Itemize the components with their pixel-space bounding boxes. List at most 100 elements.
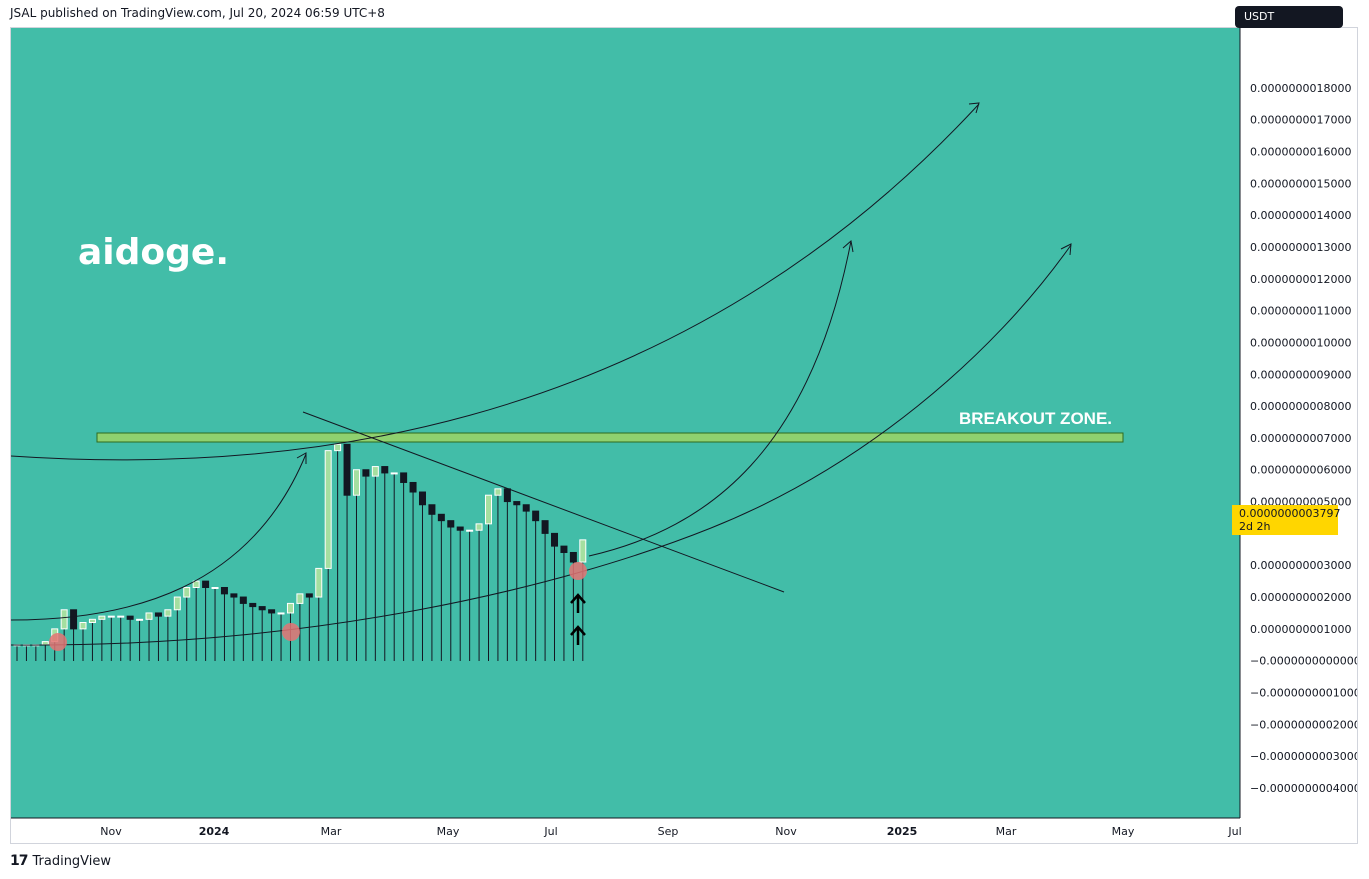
time-axis-label: Jul bbox=[543, 825, 557, 838]
candle bbox=[202, 580, 210, 588]
bounce-marker-2 bbox=[282, 623, 300, 641]
candle bbox=[107, 615, 115, 618]
candle bbox=[334, 443, 342, 452]
candle bbox=[456, 526, 464, 531]
arrowhead-upper bbox=[968, 102, 980, 114]
breakout-zone-label: BREAKOUT ZONE. bbox=[959, 409, 1112, 428]
candle bbox=[466, 529, 474, 532]
candle-countdown: 2d 2h bbox=[1239, 520, 1271, 533]
time-axis-label: Mar bbox=[996, 825, 1017, 838]
candle bbox=[173, 596, 181, 611]
time-axis-label: Sep bbox=[658, 825, 679, 838]
price-axis-label: 0.0000000013000 bbox=[1250, 241, 1351, 254]
candle bbox=[183, 586, 191, 598]
trendline-resistance bbox=[302, 411, 785, 593]
current-price: 0.0000000003797 bbox=[1239, 507, 1341, 520]
price-axis-label: −0.0000000003000 bbox=[1250, 750, 1358, 763]
candle bbox=[192, 580, 200, 588]
candle bbox=[154, 612, 162, 617]
price-axis-label: 0.0000000007000 bbox=[1250, 432, 1351, 445]
candle bbox=[268, 609, 276, 614]
candle bbox=[522, 504, 530, 512]
candle bbox=[532, 510, 540, 522]
price-axis-label: 0.0000000006000 bbox=[1250, 464, 1351, 477]
candle bbox=[305, 593, 313, 598]
candle bbox=[381, 466, 389, 474]
up-arrow-icon bbox=[570, 593, 586, 613]
candle bbox=[485, 494, 492, 525]
arrowhead-support bbox=[1060, 243, 1072, 256]
candle bbox=[560, 545, 568, 553]
tradingview-logo-icon[interactable]: 17 bbox=[10, 853, 29, 869]
candle bbox=[400, 472, 408, 483]
candle bbox=[428, 504, 436, 515]
candle bbox=[258, 606, 266, 611]
candle bbox=[362, 469, 370, 477]
candle bbox=[98, 615, 106, 620]
time-axis-background bbox=[11, 818, 1357, 843]
candle bbox=[569, 551, 577, 563]
candle bbox=[164, 609, 172, 617]
footer: 17 TradingView bbox=[10, 853, 111, 869]
price-axis-label: 0.0000000012000 bbox=[1250, 273, 1351, 286]
candle bbox=[390, 472, 398, 475]
candle bbox=[211, 586, 219, 589]
price-axis-label: 0.0000000008000 bbox=[1250, 400, 1351, 413]
trend-curve-bottom bbox=[11, 453, 307, 621]
candle bbox=[60, 609, 68, 630]
candles bbox=[13, 443, 587, 661]
chart-svg[interactable]: 0.0000000018000 0.0000000017000 0.00000000… bbox=[11, 28, 1358, 844]
price-axis-label: 0.0000000011000 bbox=[1250, 305, 1351, 318]
price-axis-label: 0.0000000015000 bbox=[1250, 177, 1351, 190]
bounce-marker-1 bbox=[49, 633, 67, 651]
time-axis-label: 2025 bbox=[887, 825, 918, 838]
candle bbox=[41, 641, 49, 646]
candle bbox=[286, 602, 294, 614]
candle bbox=[371, 466, 379, 477]
candle bbox=[136, 618, 144, 621]
candle bbox=[409, 481, 417, 493]
up-arrow-icon bbox=[570, 625, 586, 645]
price-axis-background bbox=[1240, 28, 1357, 818]
price-axis-label: −0.0000000002000 bbox=[1250, 718, 1358, 731]
price-axis-label: 0.0000000003000 bbox=[1250, 559, 1351, 572]
candle bbox=[126, 615, 134, 620]
currency-badge[interactable]: USDT bbox=[1235, 6, 1343, 28]
trend-curve-upper bbox=[11, 103, 980, 461]
price-axis-label: 0.0000000018000 bbox=[1250, 82, 1351, 95]
time-axis-label: Nov bbox=[100, 825, 122, 838]
time-axis-label: 2024 bbox=[199, 825, 230, 838]
price-axis: 0.0000000018000 0.0000000017000 0.00000000… bbox=[1250, 82, 1358, 795]
price-axis-label: −0.0000000004000 bbox=[1250, 782, 1358, 795]
time-axis-label: May bbox=[437, 825, 460, 838]
chart-title: aidoge. bbox=[78, 232, 229, 273]
candle bbox=[324, 450, 332, 569]
candle bbox=[447, 520, 455, 528]
candle bbox=[503, 488, 511, 503]
candle bbox=[249, 602, 257, 608]
price-axis-label: 0.0000000017000 bbox=[1250, 114, 1351, 127]
time-axis-label: Mar bbox=[321, 825, 342, 838]
candle bbox=[343, 443, 351, 496]
publish-info: JSAL published on TradingView.com, Jul 2… bbox=[10, 6, 385, 20]
price-axis-label: 0.0000000010000 bbox=[1250, 336, 1351, 349]
candle bbox=[117, 615, 125, 618]
chart-area[interactable]: 0.0000000018000 0.0000000017000 0.00000000… bbox=[10, 27, 1358, 844]
price-axis-label: 0.0000000002000 bbox=[1250, 591, 1351, 604]
candle bbox=[88, 618, 96, 624]
trend-curve-support bbox=[11, 244, 1072, 646]
candle bbox=[277, 612, 285, 615]
candle bbox=[352, 469, 360, 496]
candle bbox=[551, 532, 559, 547]
candle bbox=[230, 593, 238, 598]
footer-brand[interactable]: TradingView bbox=[32, 853, 112, 869]
candle bbox=[239, 596, 247, 604]
time-axis-label: Nov bbox=[775, 825, 797, 838]
bounce-marker-3 bbox=[569, 562, 587, 580]
price-axis-label: −0.0000000001000 bbox=[1250, 687, 1358, 700]
price-axis-label: 0.0000000014000 bbox=[1250, 209, 1351, 222]
price-axis-label: −0.0000000000000 bbox=[1250, 655, 1358, 668]
price-axis-label: 0.0000000009000 bbox=[1250, 368, 1351, 381]
candle bbox=[513, 501, 521, 506]
candle bbox=[418, 491, 426, 506]
